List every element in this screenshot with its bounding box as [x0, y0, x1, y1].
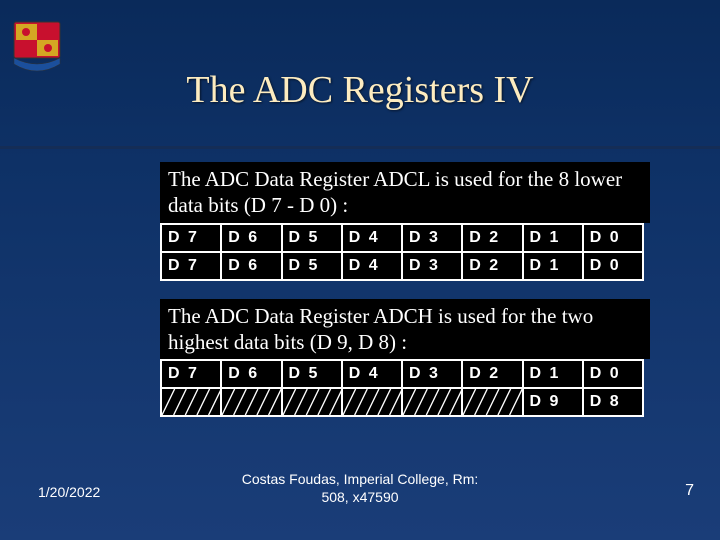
adcl-header-cell: D 1 [523, 224, 583, 252]
register-bit-label: D 7 [164, 229, 199, 246]
adcl-value-cell: D 0 [583, 252, 643, 280]
footer-line1: Costas Foudas, Imperial College, Rm: [242, 471, 479, 487]
adch-header-cell: D 1 [523, 360, 583, 388]
register-bit-label: D 2 [465, 365, 500, 382]
adch-value-cell [221, 388, 281, 416]
footer-page-number: 7 [685, 482, 694, 500]
register-bit-label: D 4 [345, 229, 380, 246]
register-bit-label: D 5 [285, 229, 320, 246]
register-bit-label: D 0 [586, 365, 621, 382]
adch-header-cell: D 7 [161, 360, 221, 388]
adch-value-cell [342, 388, 402, 416]
register-bit-label: D 5 [285, 365, 320, 382]
adcl-value-cell: D 5 [282, 252, 342, 280]
register-bit-label: D 3 [405, 229, 440, 246]
adcl-header-cell: D 3 [402, 224, 462, 252]
adcl-header-cell: D 0 [583, 224, 643, 252]
adch-value-cell: D 9 [523, 388, 583, 416]
title-underline [0, 146, 720, 149]
adcl-value-cell: D 4 [342, 252, 402, 280]
adch-header-cell: D 5 [282, 360, 342, 388]
adch-header-cell: D 2 [462, 360, 522, 388]
adcl-value-cell: D 7 [161, 252, 221, 280]
register-bit-label: D 6 [224, 229, 259, 246]
hatched-cell-icon [463, 389, 521, 415]
hatched-cell-icon [162, 389, 220, 415]
adch-description: The ADC Data Register ADCH is used for t… [160, 299, 650, 360]
footer-affiliation: Costas Foudas, Imperial College, Rm: 508… [0, 471, 720, 506]
adcl-header-cell: D 6 [221, 224, 281, 252]
register-bit-label: D 7 [164, 365, 199, 382]
register-bit-label: D 5 [285, 257, 320, 274]
register-bit-label: D 4 [345, 257, 380, 274]
adch-header-cell: D 4 [342, 360, 402, 388]
adcl-register-table: D 7 D 6 D 5 D 4 D 3 D 2 D 1 D 0 D 7 D 6 D 5 D 4 D 3… [160, 223, 644, 281]
register-bit-label: D 2 [465, 257, 500, 274]
register-bit-label: D 6 [224, 365, 259, 382]
adch-register-table: D 7 D 6 D 5 D 4 D 3 D 2 D 1 D 0 D 9 D 8 [160, 359, 644, 417]
slide-title: The ADC Registers IV [0, 68, 720, 112]
adcl-header-cell: D 5 [282, 224, 342, 252]
footer-line2: 508, x47590 [321, 489, 398, 505]
register-bit-label: D 9 [526, 393, 561, 410]
register-bit-label: D 6 [224, 257, 259, 274]
register-bit-label: D 1 [526, 257, 561, 274]
adch-value-cell [402, 388, 462, 416]
slide-content: The ADC Data Register ADCL is used for t… [160, 162, 650, 417]
adcl-header-cell: D 7 [161, 224, 221, 252]
adcl-header-cell: D 2 [462, 224, 522, 252]
hatched-cell-icon [283, 389, 341, 415]
adcl-header-cell: D 4 [342, 224, 402, 252]
adch-value-cell [462, 388, 522, 416]
adch-header-cell: D 3 [402, 360, 462, 388]
adch-header-cell: D 0 [583, 360, 643, 388]
adch-header-cell: D 6 [221, 360, 281, 388]
register-bit-label: D 3 [405, 257, 440, 274]
hatched-cell-icon [343, 389, 401, 415]
adcl-value-cell: D 3 [402, 252, 462, 280]
register-bit-label: D 1 [526, 229, 561, 246]
adcl-value-cell: D 2 [462, 252, 522, 280]
adcl-value-cell: D 6 [221, 252, 281, 280]
register-bit-label: D 0 [586, 257, 621, 274]
register-bit-label: D 3 [405, 365, 440, 382]
register-bit-label: D 1 [526, 365, 561, 382]
adch-value-cell [282, 388, 342, 416]
register-bit-label: D 0 [586, 229, 621, 246]
register-bit-label: D 7 [164, 257, 199, 274]
hatched-cell-icon [222, 389, 280, 415]
register-bit-label: D 4 [345, 365, 380, 382]
adch-value-cell: D 8 [583, 388, 643, 416]
register-bit-label: D 8 [586, 393, 621, 410]
hatched-cell-icon [403, 389, 461, 415]
register-bit-label: D 2 [465, 229, 500, 246]
adcl-description: The ADC Data Register ADCL is used for t… [160, 162, 650, 223]
adch-value-cell [161, 388, 221, 416]
adcl-value-cell: D 1 [523, 252, 583, 280]
